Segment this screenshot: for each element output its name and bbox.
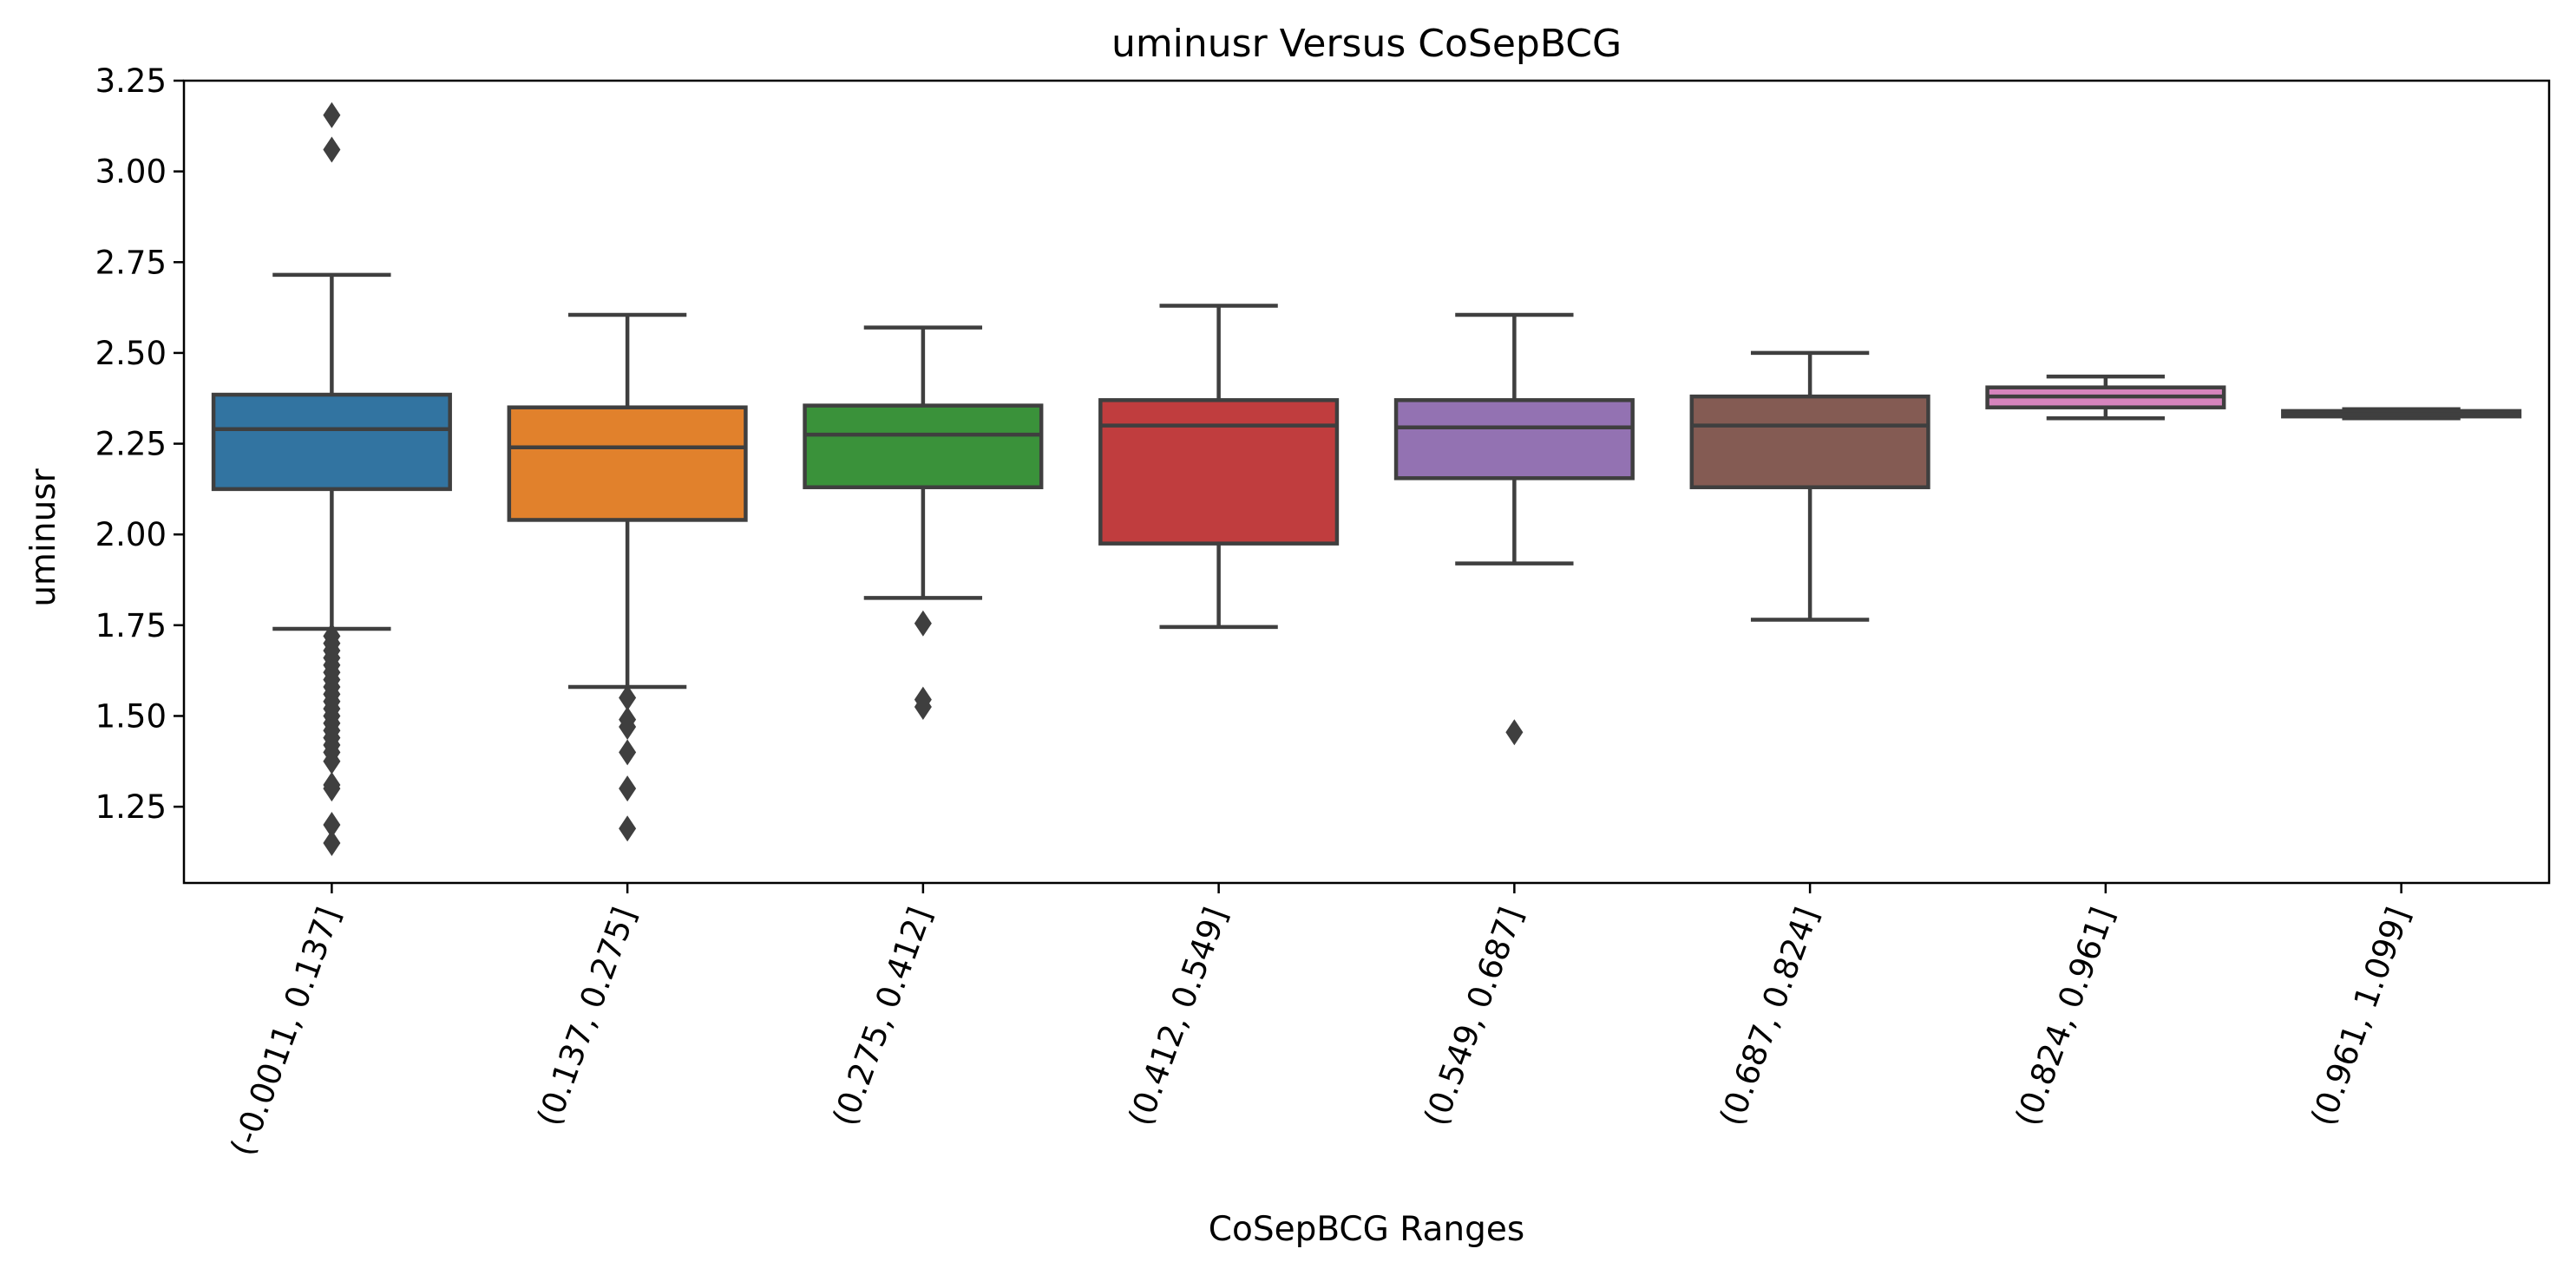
plot-frame (182, 79, 2551, 885)
y-axis-label: uminusr (24, 468, 63, 606)
chart-title: uminusr Versus CoSepBCG (1111, 22, 1622, 66)
y-tick-label: 1.50 (95, 697, 167, 735)
box-body (803, 403, 1044, 490)
outlier-marker (619, 714, 637, 741)
box-body (1393, 398, 1635, 481)
outlier-marker (1505, 719, 1524, 746)
outlier-marker (619, 815, 637, 842)
outlier-marker (323, 775, 341, 802)
box-group (2281, 407, 2522, 421)
box-body (1098, 398, 1340, 546)
outlier-marker (323, 136, 341, 163)
outlier-marker (323, 812, 341, 839)
box-group (507, 312, 748, 842)
y-tick-label: 2.00 (95, 516, 167, 553)
y-tick-label: 1.75 (95, 607, 167, 644)
plot-area (211, 101, 2522, 856)
y-tick-label: 1.25 (95, 788, 167, 826)
outlier-marker (323, 748, 341, 775)
outlier-marker (619, 739, 637, 766)
box-group (211, 101, 452, 856)
box-body (1689, 394, 1930, 490)
outlier-marker (323, 101, 341, 128)
outlier-marker (619, 775, 637, 802)
outlier-marker (323, 829, 341, 856)
y-tick-label: 3.25 (95, 62, 167, 100)
box-group (1689, 350, 1930, 622)
box-group (803, 325, 1044, 721)
y-tick-label: 2.25 (95, 426, 167, 463)
x-axis-label: CoSepBCG Ranges (1209, 1210, 1524, 1249)
box-body (507, 405, 748, 522)
y-tick-label: 2.50 (95, 335, 167, 372)
y-axis: 1.25 1.50 1.75 2.00 2.25 2.50 2.75 3.00 3.25 (95, 62, 184, 826)
box-group (1393, 312, 1635, 746)
outlier-marker (619, 684, 637, 711)
y-tick-label: 2.75 (95, 244, 167, 281)
box-body (211, 392, 452, 492)
y-tick-label: 3.00 (95, 154, 167, 191)
outlier-marker (914, 694, 932, 721)
box-group (1098, 304, 1340, 630)
outlier-marker (914, 610, 932, 637)
box-group (1985, 374, 2226, 421)
